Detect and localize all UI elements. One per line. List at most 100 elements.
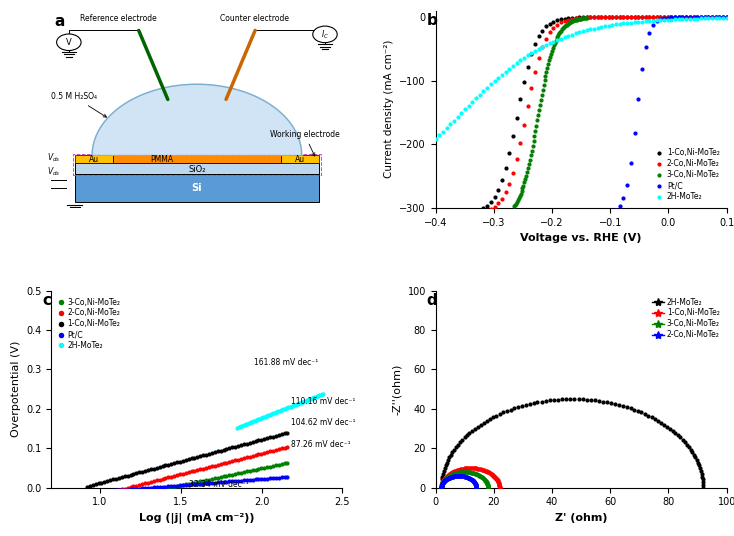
Point [468,477,479,486]
1-Co,Ni-MoTe₂ [644,13,655,21]
Point [585,396,597,404]
Pt/C [658,14,670,23]
Point [477,466,489,474]
Point [451,468,463,477]
Point [90,488,101,496]
2H-MoTe₂ [478,87,490,95]
Point [142,483,154,492]
Point [469,479,481,488]
Point [439,477,451,485]
Point [250,465,261,474]
1-Co,Ni-MoTe₂ [515,95,526,103]
3-Co,Ni-MoTe₂ [567,17,578,26]
Point [282,443,294,451]
Pt/C [445,210,457,219]
Point [447,472,459,481]
Point [440,474,452,483]
Point [195,480,206,488]
Point [474,472,486,480]
Point [241,476,252,485]
Point [442,473,454,481]
Point [128,485,139,493]
Point [171,481,183,490]
Point [212,447,224,456]
Point [174,481,186,490]
Point [484,468,495,477]
Point [101,477,113,485]
Point [276,473,288,482]
Point [435,482,447,491]
Point [95,498,107,507]
Point [556,395,568,404]
Point [252,465,264,473]
3-Co,Ni-MoTe₂ [565,17,577,26]
Point [628,405,640,414]
Point [264,411,275,419]
Bar [75,155,112,163]
Point [482,481,493,489]
Point [142,478,154,487]
1-Co,Ni-MoTe₂ [603,13,614,21]
3-Co,Ni-MoTe₂ [532,111,544,120]
Point [459,433,470,442]
1-Co,Ni-MoTe₂ [544,19,556,28]
2H-MoTe₂ [496,70,508,79]
1-Co,Ni-MoTe₂ [655,13,666,21]
Point [442,471,454,480]
Point [174,470,186,479]
Point [186,479,197,488]
Point [664,425,676,433]
Bar [75,163,319,174]
Point [450,466,462,475]
1-Co,Ni-MoTe₂ [500,164,512,173]
Point [254,414,266,423]
Point [447,470,459,479]
Point [462,468,473,477]
1-Co,Ni-MoTe₂ [584,13,596,21]
Point [235,441,247,449]
2-Co,Ni-MoTe₂ [617,13,629,21]
Pt/C [640,42,652,51]
Point [159,461,171,470]
Point [197,477,209,485]
Point [150,464,162,472]
Point [697,483,709,492]
Point [453,466,465,474]
Point [474,465,486,473]
Point [438,467,450,475]
Point [189,478,200,487]
Point [439,474,451,483]
2-Co,Ni-MoTe₂ [588,13,600,21]
2-Co,Ni-MoTe₂ [673,13,685,21]
2H-MoTe₂ [526,49,537,57]
Point [457,472,469,481]
2H-MoTe₂ [456,109,468,117]
Point [436,482,448,490]
Point [473,465,484,473]
Point [520,400,531,409]
Point [446,473,457,481]
2-Co,Ni-MoTe₂ [595,13,607,21]
3-Co,Ni-MoTe₂ [550,34,562,43]
Point [223,444,235,452]
Point [451,466,463,474]
Point [593,397,605,405]
Point [165,472,177,481]
Point [452,468,464,477]
Pt/C [621,181,633,189]
Point [493,481,505,489]
Text: Working electrode: Working electrode [269,130,339,156]
Pt/C [673,13,685,21]
Point [445,450,457,459]
1-Co,Ni-MoTe₂ [540,22,552,31]
2-Co,Ni-MoTe₂ [544,28,556,36]
3-Co,Ni-MoTe₂ [521,168,533,176]
1-Co,Ni-MoTe₂ [688,13,700,21]
Point [436,482,448,490]
2H-MoTe₂ [504,64,515,73]
Point [451,472,462,480]
Point [485,470,497,478]
Pt/C [595,210,607,218]
1-Co,Ni-MoTe₂ [559,14,570,23]
Text: Si: Si [192,183,203,193]
